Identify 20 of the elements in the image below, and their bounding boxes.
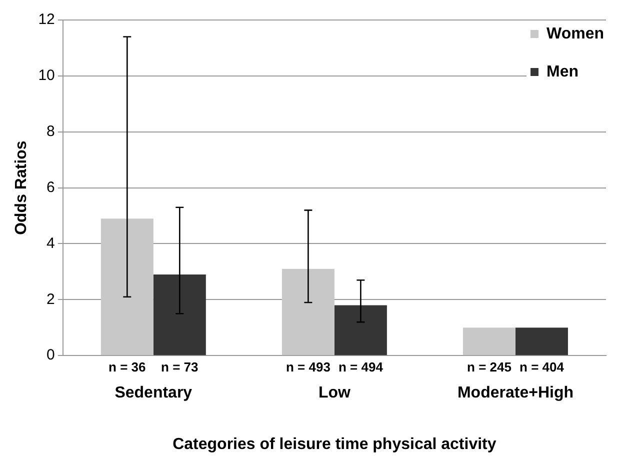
y-tick-label: 0: [46, 346, 55, 364]
y-tick-label: 8: [46, 123, 55, 140]
x-tick-label: Low: [318, 384, 351, 402]
x-axis-title: Categories of leisure time physical activity: [172, 436, 496, 453]
y-tick-label: 2: [46, 290, 55, 308]
y-tick-label: 12: [38, 11, 55, 28]
x-tick-label: Sedentary: [114, 384, 192, 402]
y-tick-label: 4: [46, 234, 55, 252]
y-tick-label: 6: [46, 178, 55, 196]
text: n = 404: [520, 360, 565, 375]
y-tick-label: 10: [38, 67, 55, 84]
text: n = 36: [108, 360, 146, 375]
y-axis-title: Odds Ratios: [13, 140, 30, 235]
text: n = 245: [467, 360, 512, 375]
text: n = 493: [286, 360, 330, 375]
text: n = 73: [161, 360, 198, 375]
text: n = 494: [338, 360, 384, 375]
legend-label: Women: [546, 25, 604, 42]
legend-label: Men: [546, 63, 579, 80]
x-tick-label: Moderate+High: [457, 384, 574, 402]
